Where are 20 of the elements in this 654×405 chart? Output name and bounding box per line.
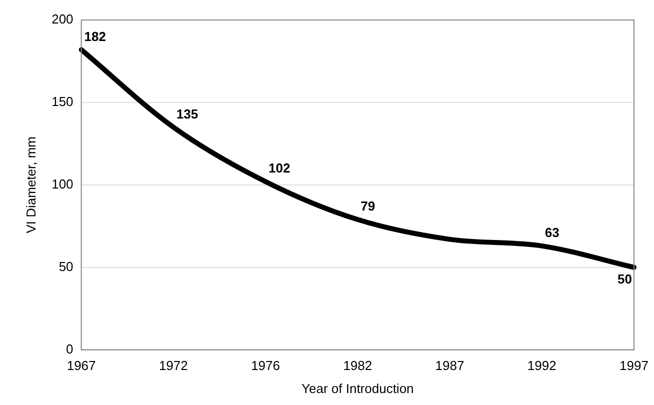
data-label: 79 [360,198,376,214]
y-tick-label: 150 [52,94,74,110]
data-label: 50 [618,271,632,286]
y-axis-title: VI Diameter, mm [23,136,38,234]
y-tick-label: 50 [58,258,74,274]
x-axis-title: Year of Introduction [302,380,414,396]
x-tick-label: 1997 [620,358,648,374]
data-label: 182 [84,28,106,44]
data-label: 102 [268,160,290,176]
data-label: 63 [544,224,560,240]
data-label: 135 [176,106,198,122]
y-tick-label: 200 [52,12,74,27]
y-tick-label: 0 [66,341,74,356]
x-tick-label: 1976 [251,358,280,374]
x-tick-label: 1967 [66,358,96,374]
y-tick-label: 100 [52,176,74,192]
x-tick-label: 1987 [435,358,464,374]
x-tick-label: 1982 [343,358,372,374]
x-tick-label: 1972 [158,358,188,374]
x-tick-label: 1992 [527,358,556,374]
